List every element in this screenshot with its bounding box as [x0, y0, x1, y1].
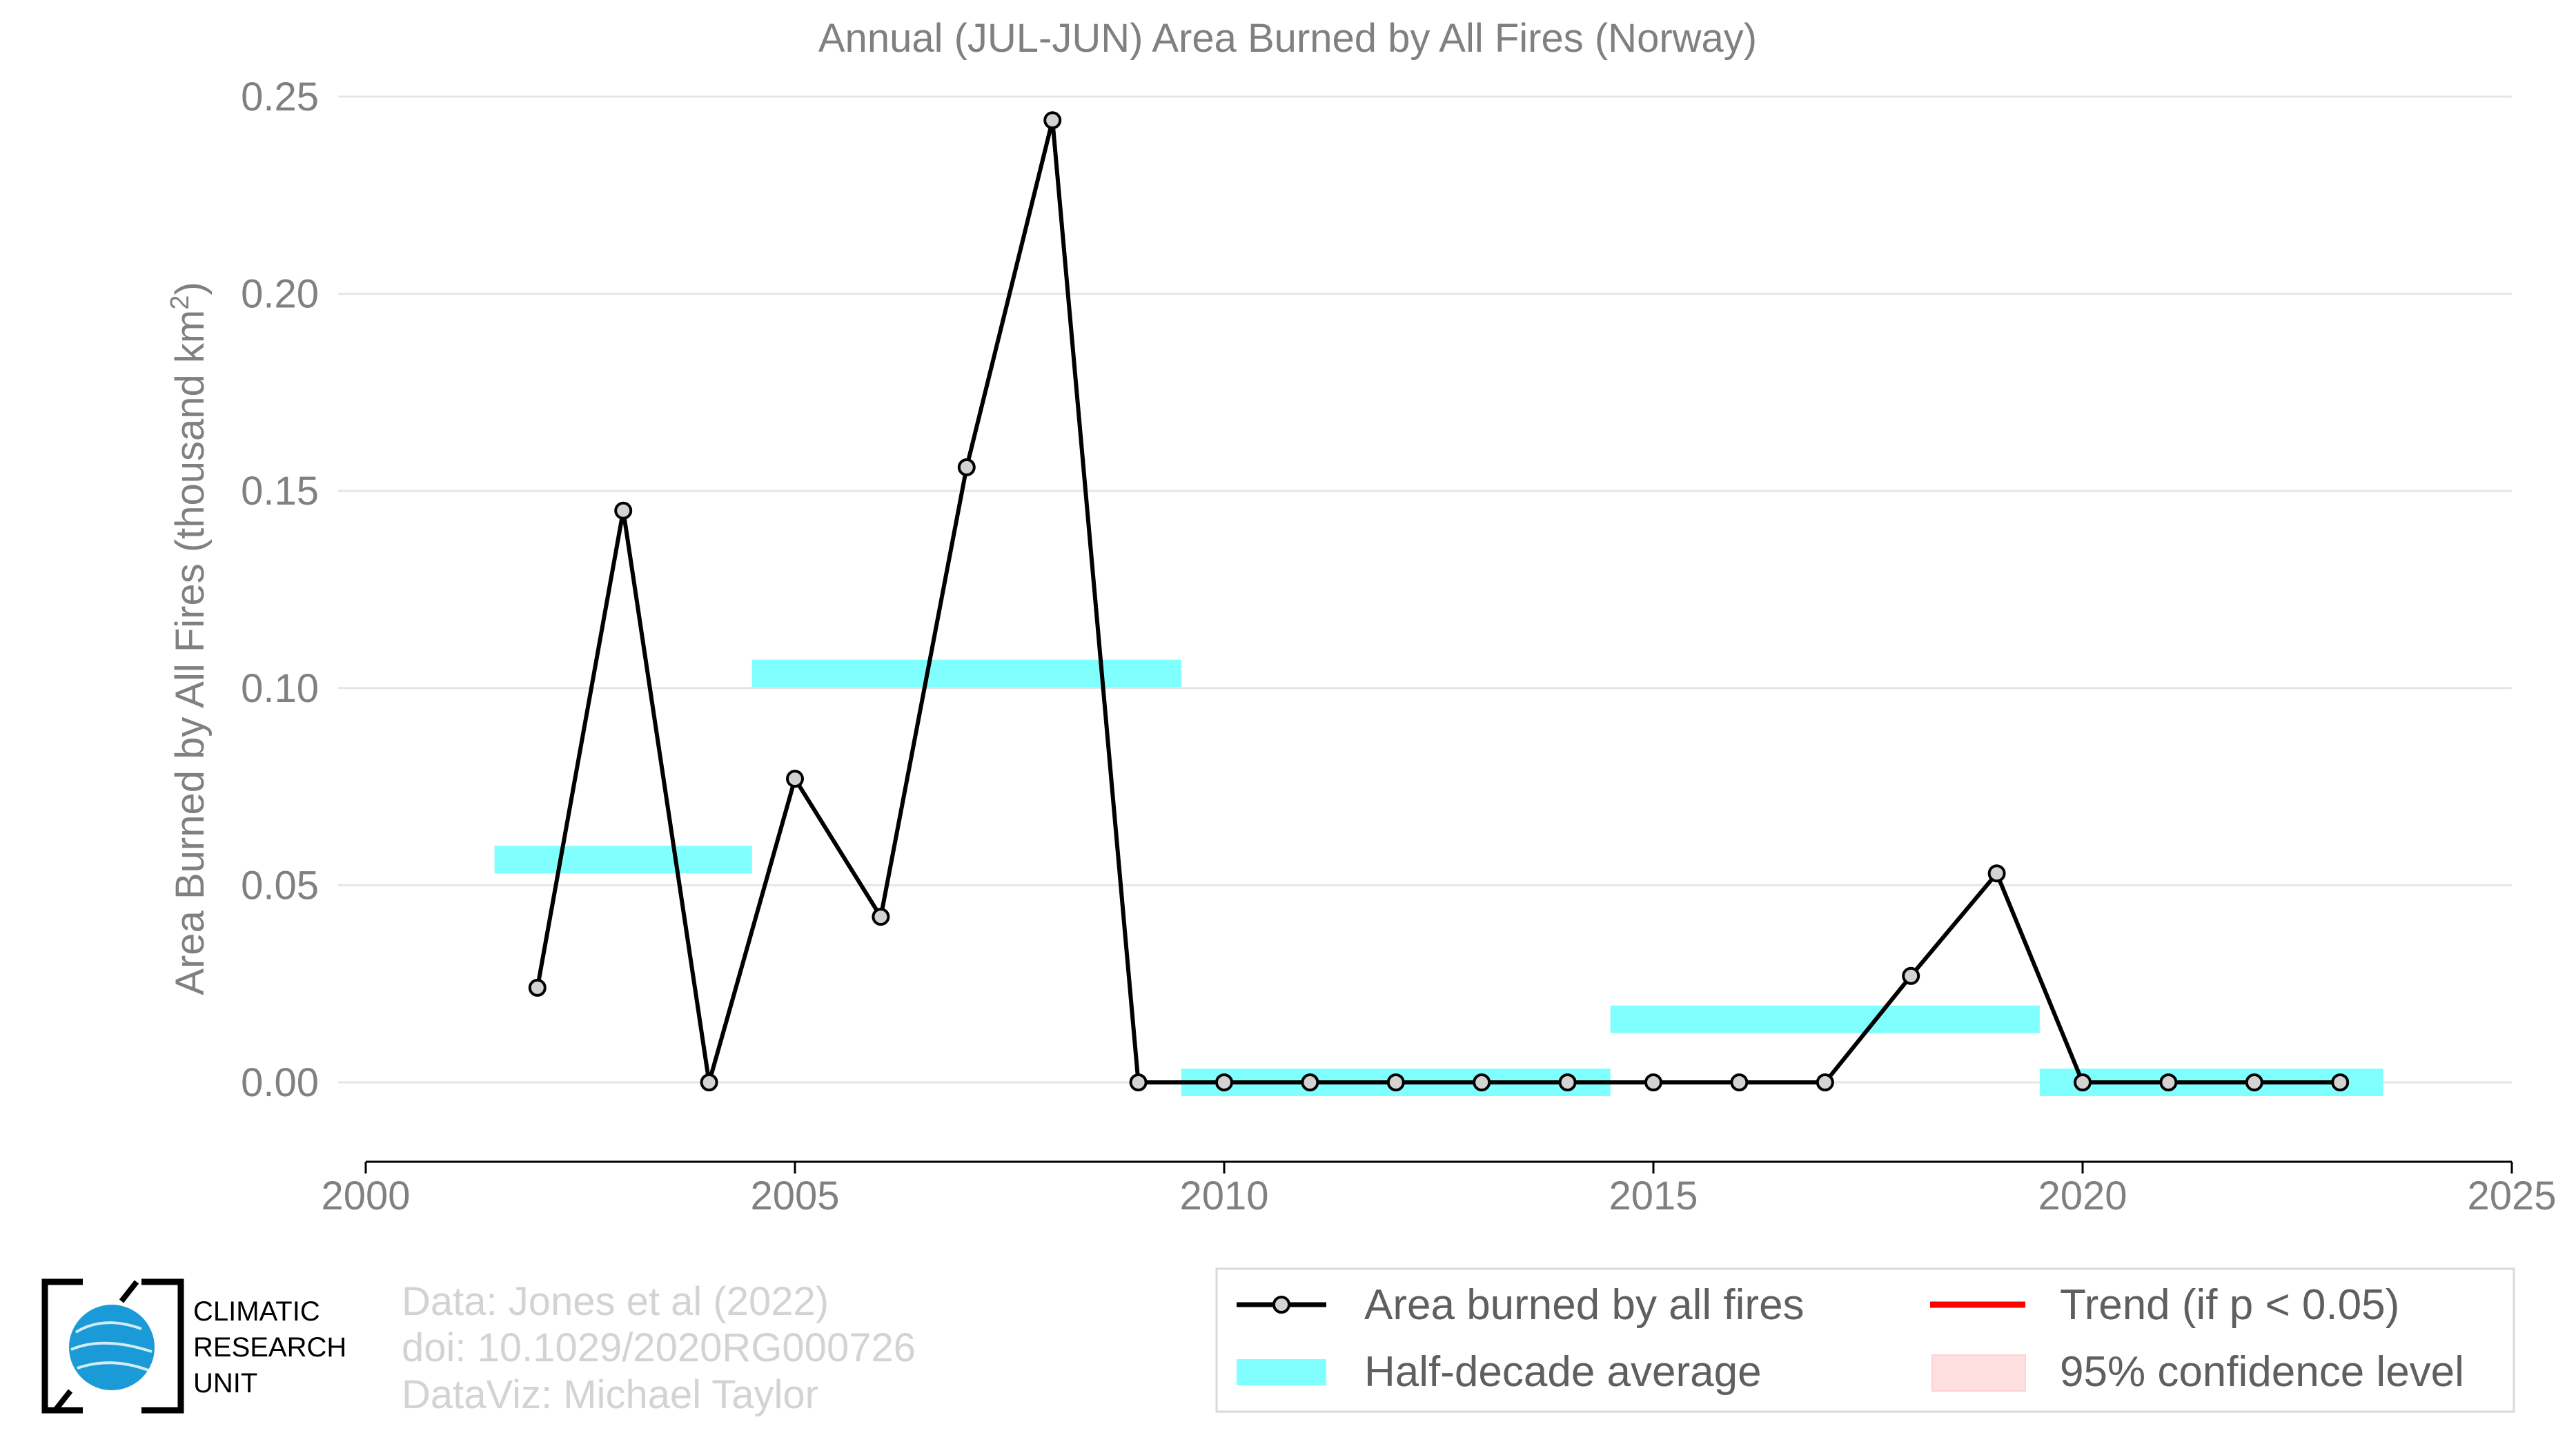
logo-bracket-left [41, 1278, 83, 1414]
legend-confidence-swatch [1931, 1354, 2026, 1392]
logo-slash-top [119, 1280, 139, 1303]
data-point-2022 [2245, 1073, 2263, 1091]
credit-doi: doi: 10.1029/2020RG000726 [402, 1325, 916, 1370]
series-area-burned [528, 111, 2350, 1091]
data-point-2011 [1301, 1073, 1319, 1091]
x-tick-label: 2015 [1609, 1174, 1698, 1218]
data-point-2010 [1215, 1073, 1233, 1091]
x-tick-label: 2005 [750, 1174, 839, 1218]
legend-entry-half-decade: Half-decade average [1237, 1348, 1762, 1396]
data-point-2005 [786, 770, 804, 788]
logo-text-line2: RESEARCH [193, 1332, 346, 1363]
grid [338, 95, 2512, 1084]
y-axis-title-superscript: 2 [166, 295, 195, 310]
x-ticks: 2000 2005 2010 2015 2020 2025 [321, 1162, 2557, 1218]
logo-text-line3: UNIT [193, 1368, 257, 1399]
chart-title: Annual (JUL-JUN) Area Burned by All Fire… [818, 16, 1757, 61]
data-point-2019 [1987, 864, 2006, 883]
y-tick-label: 0.15 [241, 469, 319, 514]
data-point-2015 [1644, 1073, 1662, 1091]
logo-bracket-right [141, 1278, 184, 1414]
legend-label-trend: Trend (if p < 0.05) [2060, 1281, 2399, 1329]
credit-data: Data: Jones et al (2022) [402, 1279, 829, 1324]
data-point-2003 [614, 501, 633, 520]
data-point-2006 [872, 908, 890, 926]
half-decade-bar-1 [751, 659, 1181, 688]
y-tick-label: 0.05 [241, 863, 319, 908]
legend-entry-area-burned: Area burned by all fires [1237, 1281, 1805, 1329]
data-point-2020 [2074, 1073, 2092, 1091]
half-decade-bands [494, 659, 2383, 1096]
legend-label-confidence: 95% confidence level [2060, 1348, 2464, 1396]
y-tick-label: 0.20 [241, 272, 319, 317]
x-tick-label: 2010 [1179, 1174, 1268, 1218]
legend-box [1215, 1267, 2515, 1413]
data-point-2008 [1043, 111, 1062, 130]
half-decade-bar-0 [494, 846, 752, 874]
x-tick-label: 2020 [2038, 1174, 2127, 1218]
y-axis-title: Area Burned by All Fires (thousand km2) [166, 282, 213, 995]
data-point-2012 [1386, 1073, 1405, 1091]
series-line [535, 118, 2341, 1084]
legend-entry-trend: Trend (if p < 0.05) [1930, 1281, 2399, 1329]
legend-entry-confidence: 95% confidence level [1931, 1348, 2464, 1396]
data-point-2004 [700, 1073, 718, 1091]
x-tick-label: 2000 [321, 1174, 410, 1218]
data-point-2014 [1558, 1073, 1577, 1091]
credit-dataviz: DataViz: Michael Taylor [402, 1372, 818, 1417]
logo-text-line1: CLIMATIC [193, 1296, 320, 1327]
data-point-2018 [1902, 966, 1920, 985]
data-point-2017 [1816, 1073, 1834, 1091]
legend-label-half-decade: Half-decade average [1364, 1348, 1762, 1396]
data-point-2002 [528, 978, 547, 997]
data-point-2016 [1730, 1073, 1749, 1091]
y-tick-label: 0.25 [241, 75, 319, 119]
legend-marker-swatch [1272, 1296, 1290, 1314]
data-point-2007 [957, 458, 976, 476]
data-point-2009 [1129, 1073, 1148, 1091]
data-point-2023 [2331, 1073, 2350, 1091]
y-tick-label: 0.00 [241, 1060, 319, 1105]
data-point-2013 [1473, 1073, 1491, 1091]
data-point-2021 [2159, 1073, 2178, 1091]
legend-half-decade-swatch [1237, 1359, 1326, 1385]
half-decade-bar-3 [1610, 1005, 2040, 1033]
y-ticks: 0.00 0.05 0.10 0.15 0.20 0.25 [241, 75, 319, 1105]
legend-label-area-burned: Area burned by all fires [1364, 1281, 1805, 1329]
x-tick-label: 2025 [2467, 1174, 2556, 1218]
y-axis-title-close: ) [168, 282, 213, 295]
cru-logo: CLIMATIC RESEARCH UNIT [41, 1278, 346, 1414]
logo-slash-bottom [52, 1389, 73, 1412]
legend: Area burned by all fires Trend (if p < 0… [1215, 1267, 2515, 1413]
globe-swirl-icon [70, 1321, 153, 1372]
y-tick-label: 0.10 [241, 666, 319, 711]
